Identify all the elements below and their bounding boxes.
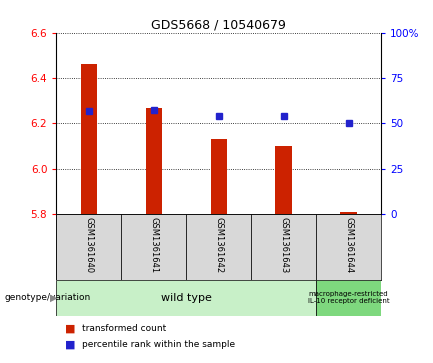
Bar [275, 146, 292, 214]
Text: GSM1361642: GSM1361642 [214, 217, 223, 274]
Bar [340, 212, 357, 214]
Bar [81, 65, 97, 214]
Text: percentile rank within the sample: percentile rank within the sample [82, 340, 236, 349]
Text: ■: ■ [65, 340, 75, 350]
Bar [210, 139, 227, 214]
Bar [121, 214, 186, 280]
Text: macrophage-restricted
IL-10 receptor deficient: macrophage-restricted IL-10 receptor def… [308, 291, 389, 304]
Text: GSM1361644: GSM1361644 [344, 217, 353, 274]
Bar [56, 214, 121, 280]
Text: ■: ■ [65, 323, 75, 334]
Bar [316, 280, 381, 316]
Text: GSM1361643: GSM1361643 [279, 217, 288, 274]
Text: ▶: ▶ [50, 293, 57, 303]
Bar [56, 280, 316, 316]
Text: genotype/variation: genotype/variation [4, 293, 90, 302]
Text: transformed count: transformed count [82, 324, 167, 333]
Bar [316, 214, 381, 280]
Bar [186, 214, 251, 280]
Text: GSM1361640: GSM1361640 [84, 217, 93, 274]
Text: wild type: wild type [161, 293, 212, 303]
Title: GDS5668 / 10540679: GDS5668 / 10540679 [151, 19, 286, 32]
Bar [251, 214, 316, 280]
Text: GSM1361641: GSM1361641 [149, 217, 158, 274]
Bar [145, 107, 162, 214]
